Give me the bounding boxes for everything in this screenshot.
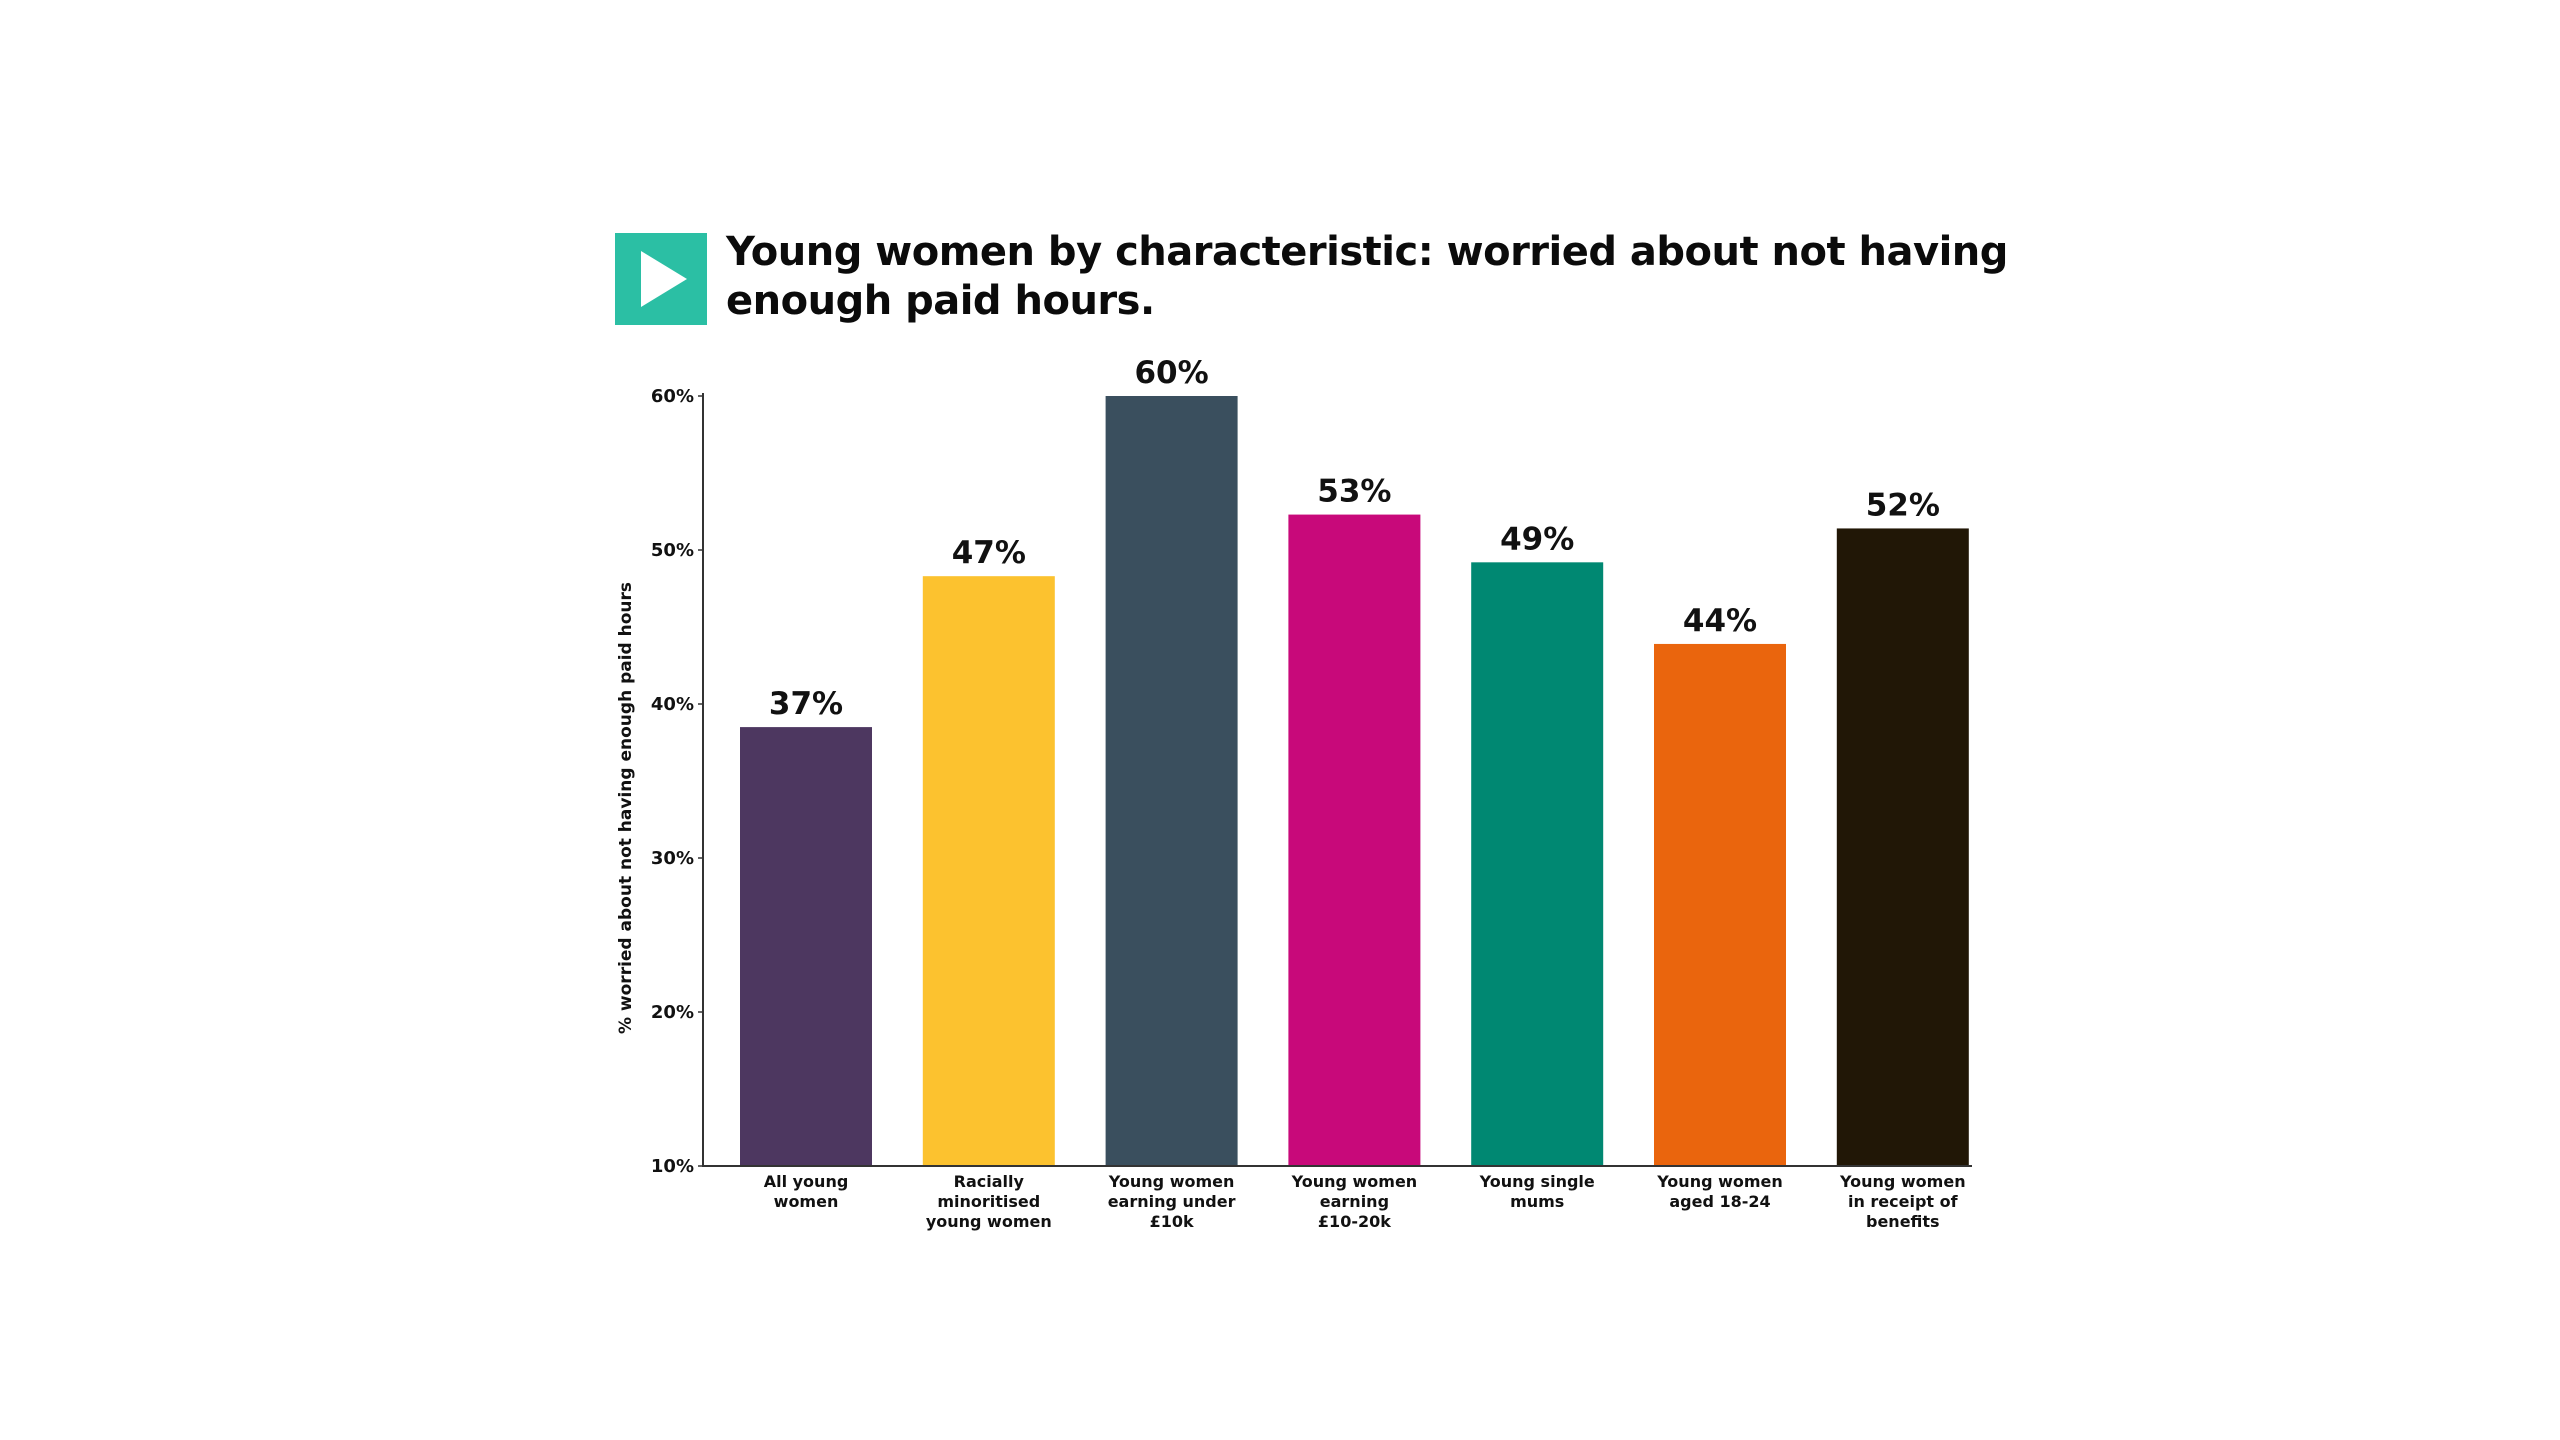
bar (922, 576, 1055, 1166)
x-category-label-line: earning under (1108, 1192, 1236, 1211)
bar (740, 727, 872, 1166)
bar (1836, 528, 1969, 1166)
x-category-label-line: Young women (1839, 1172, 1966, 1191)
x-category-label-line: Young women (1656, 1172, 1783, 1191)
bar-value-label: 60% (1134, 355, 1208, 391)
bar-value-label: 44% (1683, 603, 1757, 639)
x-category-label-line: earning (1320, 1192, 1389, 1211)
x-category-label: All young women (764, 1172, 849, 1211)
x-category-label: Young single mums (1479, 1172, 1595, 1211)
bar-value-label: 53% (1317, 474, 1391, 510)
x-category-label-line: Racially (954, 1172, 1025, 1191)
y-tick-label: 10% (651, 1156, 694, 1177)
logo-play-icon (615, 233, 707, 325)
y-tick-label: 40% (651, 694, 694, 715)
y-axis-ticks: 10% 20% 30% 40% 50% 60% (651, 386, 703, 1177)
x-category-label-line: £10k (1150, 1212, 1194, 1231)
x-category-label: Young women aged 18-24 (1656, 1172, 1783, 1211)
bar-value-label: 52% (1866, 487, 1940, 523)
bar (1654, 643, 1786, 1166)
x-category-label-line: women (774, 1192, 839, 1211)
x-category-label-line: mums (1510, 1192, 1564, 1211)
y-axis-label: % worried about not having enough paid h… (616, 582, 636, 1034)
x-category-label-line: £10-20k (1318, 1212, 1391, 1231)
x-category-label-line: benefits (1866, 1212, 1940, 1231)
bar (1288, 514, 1421, 1166)
x-category-label-line: Young single (1479, 1172, 1595, 1191)
y-tick-label: 30% (651, 848, 694, 869)
x-category-label-line: Young women (1291, 1172, 1418, 1191)
x-category-label-line: minoritised (937, 1192, 1040, 1211)
x-category-label-line: Young women (1108, 1172, 1235, 1191)
chart-title: Young women by characteristic: worried a… (726, 229, 2008, 324)
x-category-label: Young women earning under £10k (1108, 1172, 1236, 1231)
bar-value-label: 49% (1500, 521, 1574, 557)
bars (740, 396, 1969, 1166)
bar (1105, 396, 1238, 1166)
y-tick-label: 50% (651, 540, 694, 561)
y-tick-label: 20% (651, 1002, 694, 1023)
y-tick-label: 60% (651, 386, 694, 407)
category-labels: All young women Racially minoritised young w… (764, 1172, 1966, 1231)
x-category-label: Young women earning £10-20k (1291, 1172, 1418, 1231)
x-category-label-line: All young (764, 1172, 849, 1191)
x-category-label-line: in receipt of (1848, 1192, 1959, 1211)
play-arrow-icon (641, 251, 687, 307)
x-category-label: Racially minoritised young women (926, 1172, 1052, 1231)
bar-value-label: 37% (769, 686, 843, 722)
bar (1471, 562, 1604, 1166)
x-category-label: Young women in receipt of benefits (1839, 1172, 1966, 1231)
bar-value-label: 47% (952, 535, 1026, 571)
x-category-label-line: young women (926, 1212, 1052, 1231)
x-category-label-line: aged 18-24 (1669, 1192, 1770, 1211)
value-labels: 37% 47% 60% 53% 49% 44% 52% (769, 355, 1940, 722)
